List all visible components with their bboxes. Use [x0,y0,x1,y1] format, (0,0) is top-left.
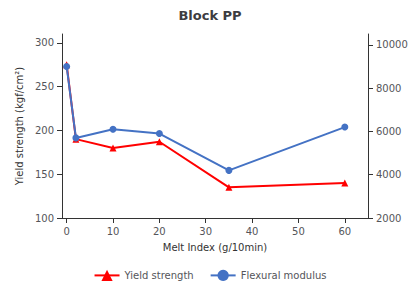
svg-text:Melt Index (g/10min): Melt Index (g/10min) [163,242,268,253]
svg-text:150: 150 [35,169,54,180]
svg-text:0: 0 [63,226,69,237]
svg-text:4000: 4000 [376,169,401,180]
svg-text:250: 250 [35,81,54,92]
svg-text:Flexural modulus: Flexural modulus [241,270,327,281]
svg-text:10: 10 [107,226,120,237]
svg-text:200: 200 [35,125,54,136]
svg-text:8000: 8000 [376,83,401,94]
svg-text:10000: 10000 [376,39,408,50]
svg-text:Block PP: Block PP [178,8,241,23]
svg-text:50: 50 [292,226,305,237]
svg-text:30: 30 [199,226,212,237]
svg-text:Yield strength: Yield strength [124,270,194,281]
svg-text:Yield strength (kgf/cm²): Yield strength (kgf/cm²) [14,67,25,186]
svg-text:2000: 2000 [376,213,401,224]
svg-text:100: 100 [35,213,54,224]
svg-text:60: 60 [338,226,351,237]
svg-text:6000: 6000 [376,126,401,137]
svg-text:300: 300 [35,37,54,48]
svg-text:20: 20 [153,226,166,237]
svg-text:40: 40 [246,226,259,237]
